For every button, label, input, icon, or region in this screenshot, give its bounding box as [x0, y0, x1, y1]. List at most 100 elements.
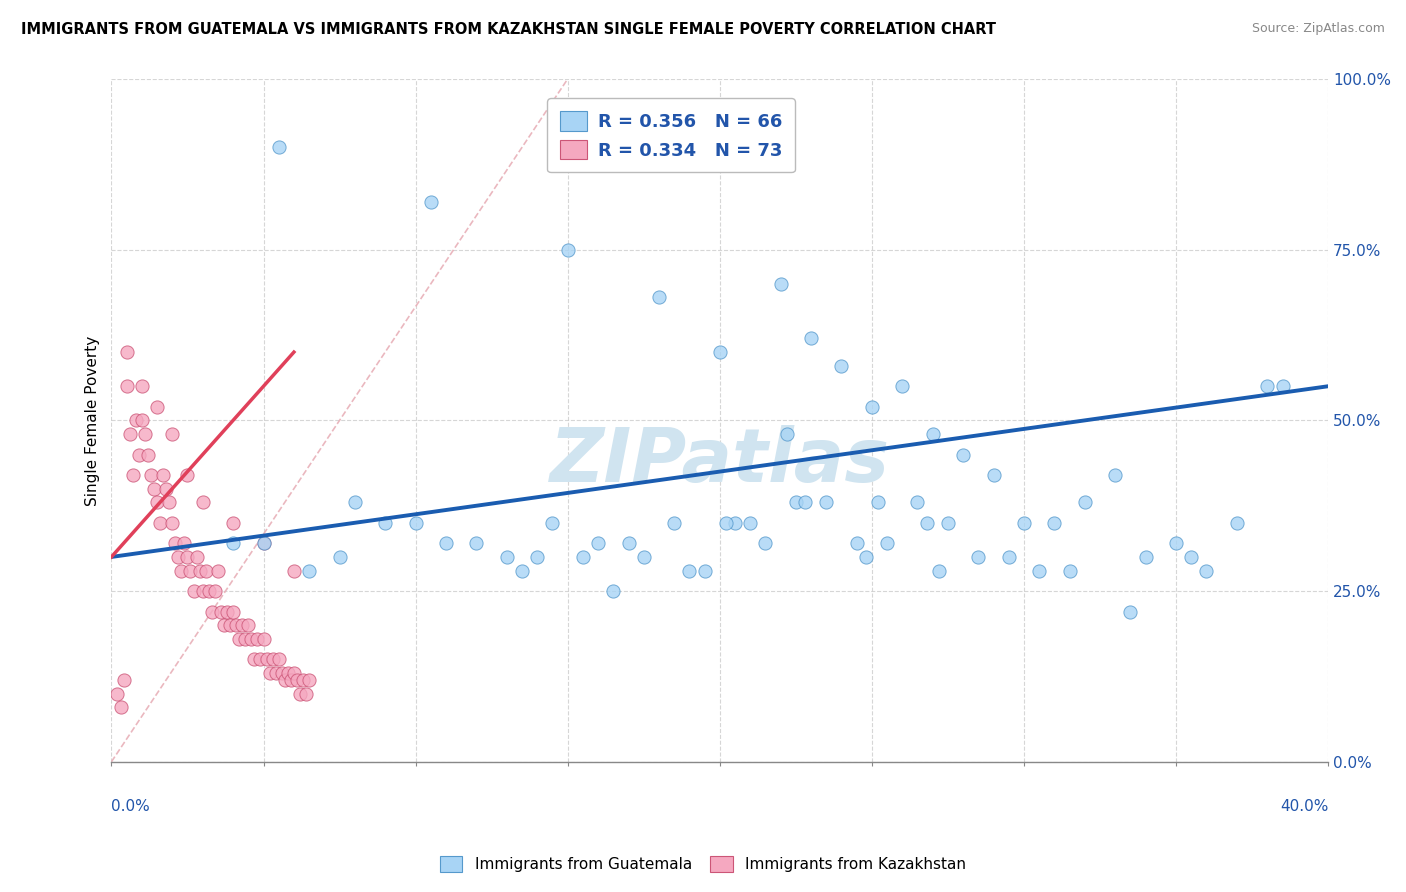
Point [1135, 549, 1157, 564]
Point [256, 652, 278, 666]
Point [1226, 516, 1249, 530]
Point [714, 516, 737, 530]
Point [541, 516, 564, 530]
Point [131, 413, 153, 427]
Point [648, 290, 671, 304]
Point [252, 632, 274, 646]
Point [328, 549, 350, 564]
Point [295, 686, 318, 700]
Point [298, 673, 321, 687]
Point [207, 564, 229, 578]
Point [264, 666, 287, 681]
Point [267, 140, 290, 154]
Point [280, 673, 302, 687]
Point [176, 549, 198, 564]
Text: Source: ZipAtlas.com: Source: ZipAtlas.com [1251, 22, 1385, 36]
Point [785, 495, 807, 509]
Point [252, 536, 274, 550]
Point [183, 584, 205, 599]
Point [860, 400, 883, 414]
Point [405, 516, 427, 530]
Point [228, 632, 250, 646]
Point [238, 618, 260, 632]
Point [572, 549, 595, 564]
Point [262, 652, 284, 666]
Point [222, 536, 245, 550]
Point [155, 482, 177, 496]
Point [1195, 564, 1218, 578]
Point [285, 673, 308, 687]
Point [167, 549, 190, 564]
Point [233, 632, 256, 646]
Point [112, 673, 135, 687]
Point [1043, 516, 1066, 530]
Point [1059, 564, 1081, 578]
Point [197, 584, 219, 599]
Point [557, 243, 579, 257]
Point [952, 448, 974, 462]
Point [240, 632, 263, 646]
Point [201, 605, 224, 619]
Point [586, 536, 609, 550]
Point [186, 549, 208, 564]
Point [152, 468, 174, 483]
Point [617, 536, 640, 550]
Point [1180, 549, 1202, 564]
Point [855, 549, 877, 564]
Point [115, 345, 138, 359]
Point [259, 666, 281, 681]
Point [146, 495, 169, 509]
Point [830, 359, 852, 373]
Point [176, 468, 198, 483]
Point [292, 673, 315, 687]
Point [274, 673, 297, 687]
Point [157, 495, 180, 509]
Point [866, 495, 889, 509]
Point [252, 536, 274, 550]
Point [434, 536, 457, 550]
Point [215, 605, 238, 619]
Point [526, 549, 548, 564]
Point [209, 605, 232, 619]
Point [1119, 605, 1142, 619]
Point [277, 666, 299, 681]
Point [709, 345, 731, 359]
Point [179, 564, 201, 578]
Point [1074, 495, 1097, 509]
Point [191, 495, 214, 509]
Text: ZIPatlas: ZIPatlas [550, 425, 890, 498]
Point [769, 277, 792, 291]
Point [794, 495, 817, 509]
Point [693, 564, 716, 578]
Point [219, 618, 242, 632]
Point [288, 686, 311, 700]
Point [915, 516, 938, 530]
Text: 40.0%: 40.0% [1279, 799, 1329, 814]
Point [131, 379, 153, 393]
Point [928, 564, 950, 578]
Point [983, 468, 1005, 483]
Point [107, 686, 129, 700]
Point [1271, 379, 1294, 393]
Legend: Immigrants from Guatemala, Immigrants from Kazakhstan: Immigrants from Guatemala, Immigrants fr… [432, 848, 974, 880]
Point [170, 564, 193, 578]
Point [936, 516, 959, 530]
Point [204, 584, 226, 599]
Point [724, 516, 747, 530]
Point [270, 666, 292, 681]
Point [118, 427, 141, 442]
Point [1012, 516, 1035, 530]
Point [800, 331, 823, 345]
Point [162, 516, 184, 530]
Point [212, 618, 235, 632]
Point [967, 549, 990, 564]
Point [128, 448, 150, 462]
Point [1028, 564, 1050, 578]
Point [246, 632, 269, 646]
Point [283, 564, 305, 578]
Text: 0.0%: 0.0% [111, 799, 150, 814]
Point [283, 666, 305, 681]
Point [997, 549, 1019, 564]
Point [876, 536, 898, 550]
Point [267, 652, 290, 666]
